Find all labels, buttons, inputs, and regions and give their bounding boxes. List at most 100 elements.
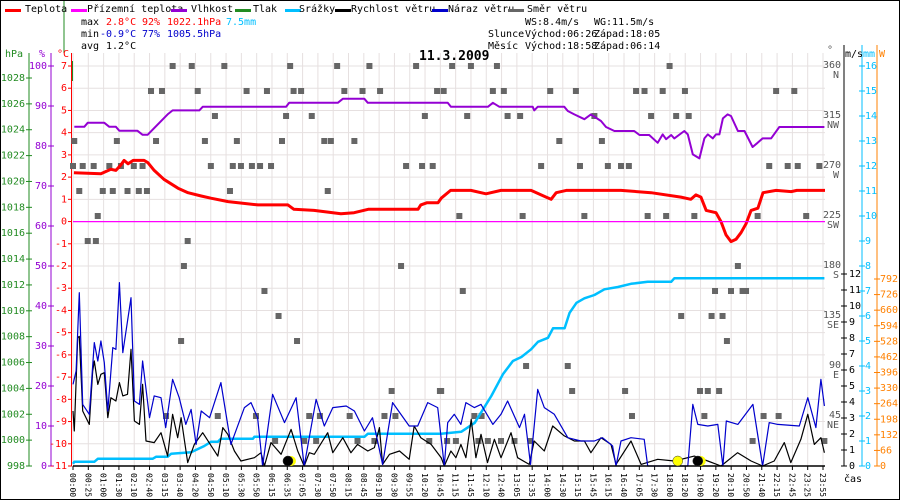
compass-label: W [833,170,840,181]
wind-direction-point [94,213,101,219]
wind-direction-point [334,63,341,69]
wind-direction-point [464,113,471,119]
wind-tick-label: 6 [849,365,855,376]
power-tick-label: 396 [880,368,898,379]
wind-direction-point [143,188,150,194]
stats-avg-label: avg [81,41,100,52]
x-tick-label: 12:40 [497,473,506,497]
wind-direction-point [388,388,395,394]
humidity-tick-label: 50 [35,261,47,272]
legend-swatch [508,9,524,12]
power-tick-label: 198 [880,414,898,425]
x-tick-label: 03:40 [175,473,184,497]
wind-direction-point [500,88,507,94]
wind-direction-point [517,113,524,119]
sun-marker [672,455,683,467]
wind-direction-point [766,163,773,169]
pressure-tick-label: 998 [7,461,25,472]
x-tick-label: 21:40 [757,473,766,497]
wind-direction-point [581,213,588,219]
stats-max-temp: 2.8°C [106,17,137,28]
rain-tick-label: 4 [865,361,871,372]
wind-direction-point [498,438,505,444]
rain-tick-label: 15 [865,86,877,97]
wind-direction-point [294,338,301,344]
x-tick-label: 02:40 [145,473,154,497]
wind-direction-point [489,88,496,94]
x-tick-label: 08:15 [344,473,353,497]
x-tick-label: 14:00 [542,473,551,497]
wind-direction-point [723,338,730,344]
legend-item: Tlak [253,4,278,15]
wind-direction-point [346,413,353,419]
temperature-tick-label: -7 [55,372,67,383]
wind-direction-point [673,113,680,119]
x-tick-label: 19:00 [696,473,705,497]
chart-title: 11.3.2009 [419,49,490,64]
compass-label: SE [827,320,839,331]
legend-swatch [5,9,21,12]
wind-direction-point [685,113,692,119]
legend-swatch [71,9,87,12]
wind-direction-point [377,88,384,94]
x-tick-label: 15:45 [588,473,597,497]
wind-direction-point [287,63,294,69]
legend-item: Srážky [299,4,336,15]
wind-direction-point [459,288,466,294]
humidity-tick-label: 30 [35,341,47,352]
wind-direction-point [178,338,185,344]
wind-direction-point [666,63,673,69]
humidity-tick-label: 100 [29,61,47,72]
wind-direction-point [696,388,703,394]
temperature-tick-label: -8 [55,394,67,405]
x-tick-label: 23:25 [803,473,812,497]
wind-direction-point [625,163,632,169]
power-unit: W [879,49,886,60]
temperature-tick-label: 0 [61,217,67,228]
wind-direction-point [381,413,388,419]
series-teplota [73,158,825,244]
x-tick-label: 11:15 [451,473,460,497]
stats-min-temp: -0.9°C [100,29,137,40]
power-tick-label: 330 [880,383,898,394]
wind-direction-point [467,63,474,69]
wind-direction-point [84,238,91,244]
temperature-tick-label: -3 [55,283,67,294]
wind-direction-point [527,438,534,444]
wind-tick-label: 5 [849,381,855,392]
rain-tick-label: 9 [865,236,871,247]
wind-direction-point [194,88,201,94]
wind-direction-point [257,163,264,169]
wind-direction-point [252,413,259,419]
x-tick-label: 17:05 [634,473,643,497]
x-tick-label: 05:10 [221,473,230,497]
wind-direction-point [429,163,436,169]
wind-direction-point [169,63,176,69]
legend-swatch [235,9,251,12]
x-tick-label: 09:30 [389,473,398,497]
x-tick-label: 22:15 [772,473,781,497]
wind-direction-point [70,163,76,169]
rain-tick-label: 11 [865,186,877,197]
wind-direction-point [290,88,297,94]
rain-tick-label: 7 [865,286,871,297]
wind-direction-point [76,188,83,194]
moonrise: Východ:18:58 [525,41,598,52]
wind-direction-point [564,363,571,369]
wind-direction-point [301,438,308,444]
pressure-tick-label: 1028 [1,73,25,84]
x-tick-label: 00:25 [83,473,92,497]
wind-direction-point [794,163,801,169]
compass-label: NE [827,420,839,431]
wind-direction-point [392,413,399,419]
wind-direction-point [321,138,328,144]
wind-tick-label: 0 [849,461,855,472]
rain-tick-label: 6 [865,311,871,322]
temperature-unit: °C [57,49,70,60]
x-tick-label: 06:35 [282,473,291,497]
wind-direction-point [298,88,305,94]
wind-tick-label: 12 [849,269,861,280]
stats-min-humidity: 77% [142,29,161,40]
wind-direction-point [184,238,191,244]
wind-direction-point [434,88,441,94]
